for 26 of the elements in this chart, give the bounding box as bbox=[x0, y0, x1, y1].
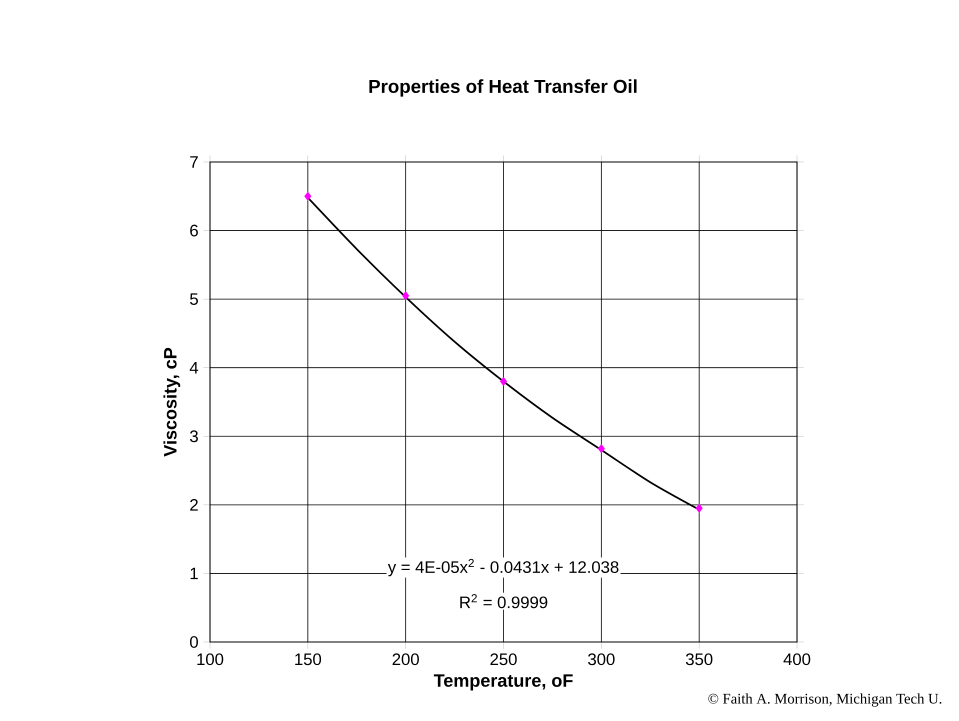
x-axis-title: Temperature, oF bbox=[434, 674, 573, 690]
x-tick-label: 150 bbox=[295, 653, 322, 666]
y-tick-label: 5 bbox=[190, 293, 198, 305]
y-axis-title: Viscosity, cP bbox=[163, 348, 180, 457]
y-tick-label: 2 bbox=[190, 499, 198, 511]
x-tick-label: 350 bbox=[686, 653, 712, 666]
point bbox=[304, 192, 312, 201]
text: © Faith A. Morrison, Michigan Tech U. bbox=[708, 693, 942, 707]
point bbox=[696, 504, 703, 513]
y-tick-label: 4 bbox=[190, 362, 198, 374]
y-tick-label: 3 bbox=[190, 430, 198, 442]
y-tick-label: 6 bbox=[190, 224, 198, 236]
point bbox=[598, 444, 605, 454]
chart-title: Properties of Heat Transfer Oil bbox=[369, 79, 637, 97]
x-tick-label: 100 bbox=[197, 653, 224, 666]
annotation: R$^{2}$ = 0.9999 bbox=[460, 594, 548, 608]
annotation: y = 4E-05x$^{2}$ - 0.0431x + 12.038 bbox=[388, 558, 618, 576]
x-tick-label: 300 bbox=[588, 653, 615, 666]
y-tick-label: 0 bbox=[190, 636, 198, 648]
y-tick-label: 7 bbox=[190, 156, 198, 168]
x-tick-label: 250 bbox=[490, 653, 517, 666]
point bbox=[500, 376, 507, 386]
y-tick-label: 1 bbox=[190, 568, 198, 580]
x-tick-label: 400 bbox=[783, 653, 810, 666]
x-tick-label: 200 bbox=[392, 653, 419, 666]
point bbox=[402, 291, 410, 300]
